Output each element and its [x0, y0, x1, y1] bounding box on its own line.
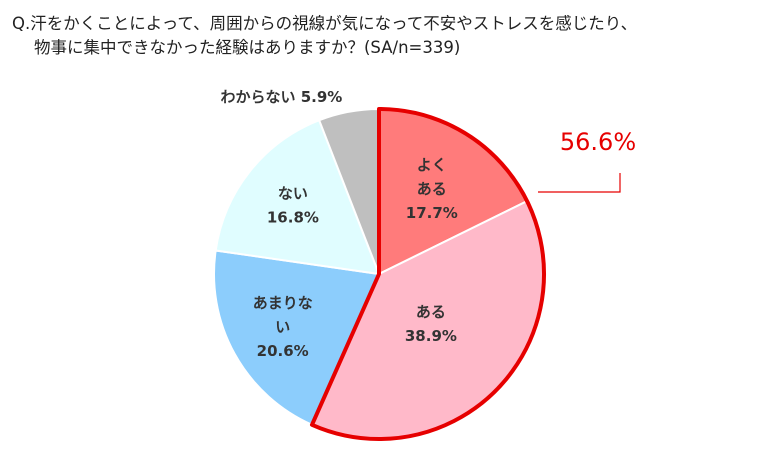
slice-label: よくある 17.7%	[406, 156, 458, 222]
question-line-1: Q.汗をかくことによって、周囲からの視線が気になって不安やストレスを感じたり、	[12, 14, 638, 33]
slice-label-line: 16.8%	[267, 209, 319, 227]
slice-label-line: ある	[417, 180, 447, 198]
callout-total-label: 56.6%	[560, 128, 636, 156]
slice-label-line: い	[275, 318, 290, 336]
slice-label-line: よく	[417, 156, 447, 174]
pie-slice	[214, 118, 381, 276]
highlight-outline	[309, 107, 546, 441]
slice-label-line: ある	[416, 303, 446, 321]
question-line-2: 物事に集中できなかった経験はありますか？(SA/n=339)	[34, 38, 461, 57]
slice-label: ある 38.9%	[405, 303, 457, 345]
slice-label-line: ない	[278, 185, 308, 203]
slice-label: ない 16.8%	[267, 185, 319, 227]
pie-slice	[213, 249, 381, 427]
slice-label: わからない 5.9%	[220, 88, 342, 106]
callout-leader-line	[538, 173, 621, 193]
slice-label-line: 17.7%	[406, 204, 458, 222]
slice-label-line: 20.6%	[257, 342, 309, 360]
slice-label: あまりない 20.6%	[253, 294, 313, 360]
slice-labels: よくある 17.7% ある 38.9% あまりない 20.6% ない 16.8% わからない 5…	[220, 88, 457, 360]
question-text: Q.汗をかくことによって、周囲からの視線が気になって不安やストレスを感じたり、 …	[12, 12, 772, 60]
slice-label-line: あまりな	[253, 294, 313, 312]
slice-label-line: 38.9%	[405, 327, 457, 345]
